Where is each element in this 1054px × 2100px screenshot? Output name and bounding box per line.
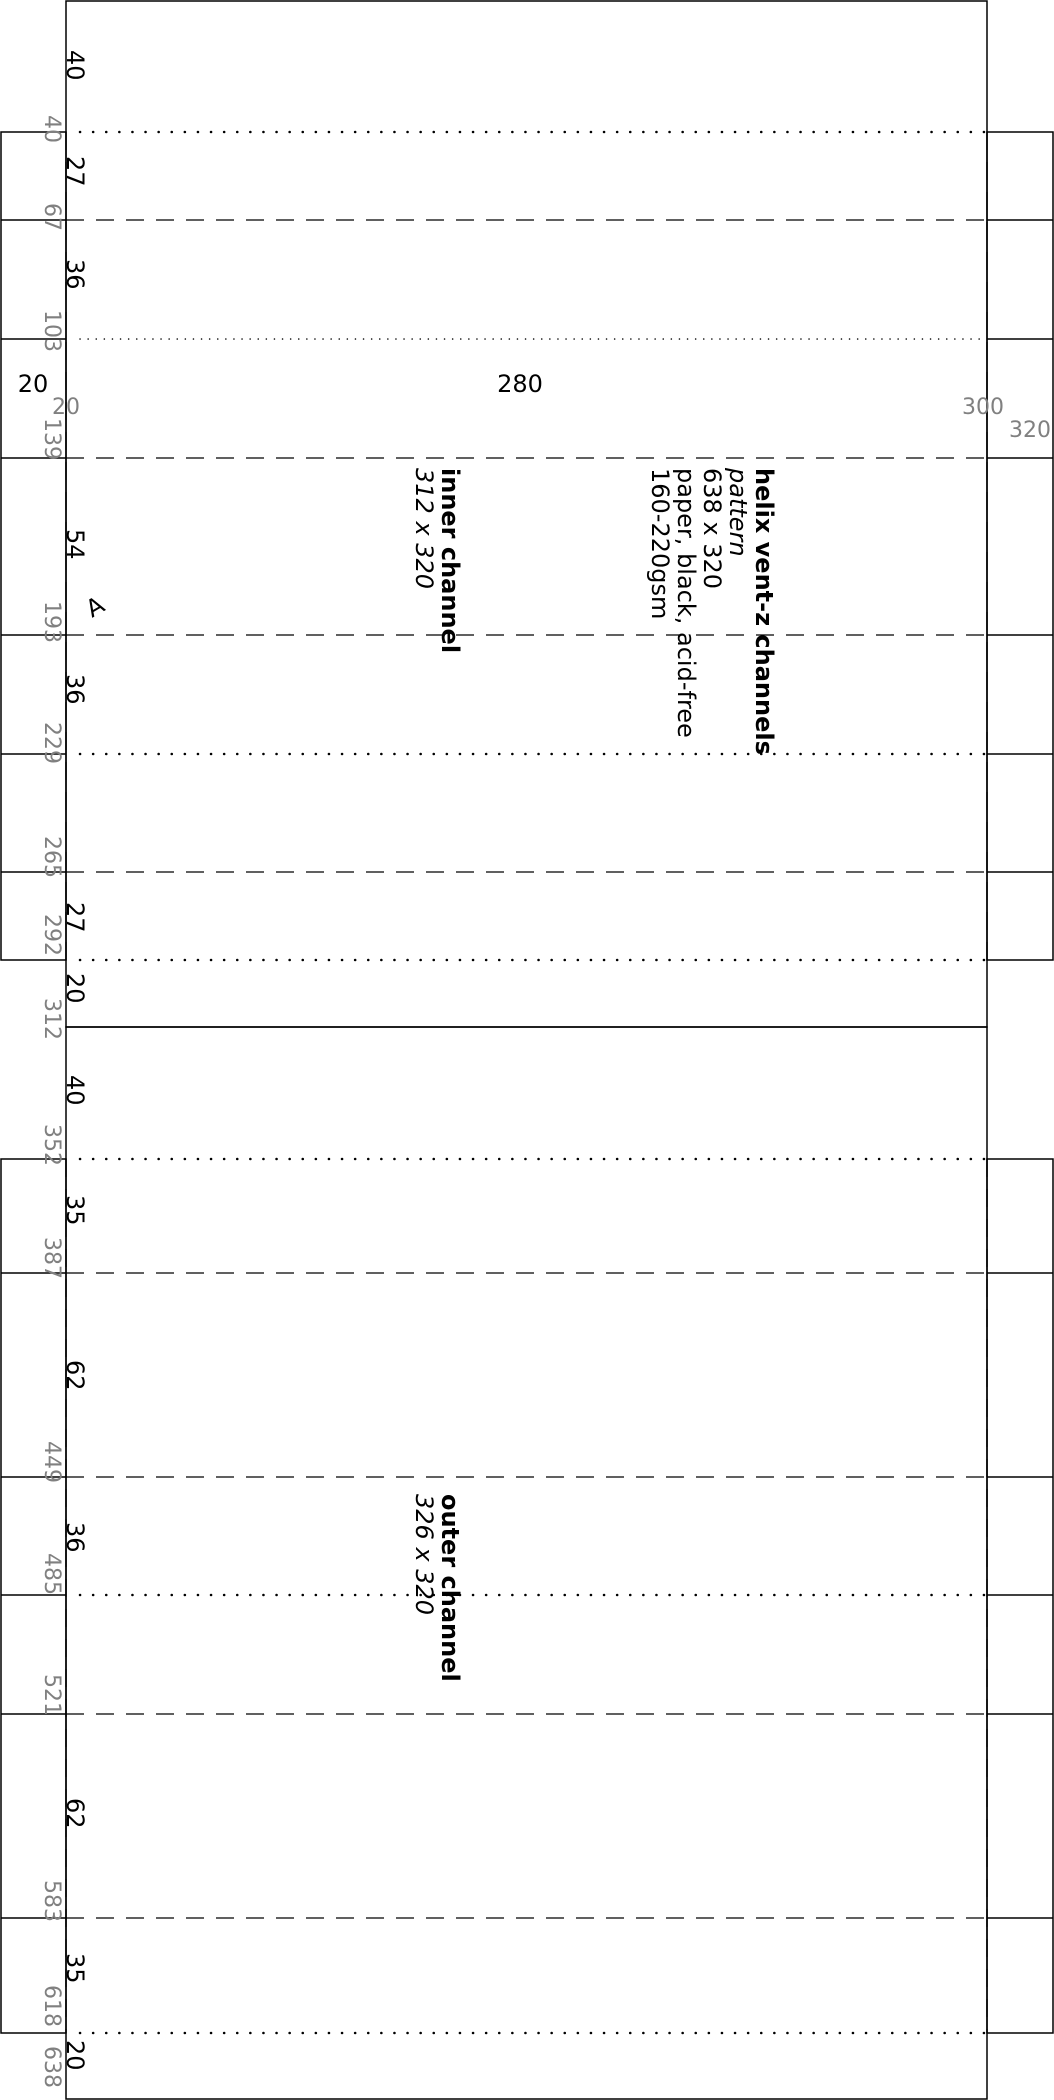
cumulative-tick: 193 <box>39 601 64 643</box>
segment-label: 36 <box>61 674 89 705</box>
cumulative-tick: 312 <box>39 998 64 1040</box>
title-subtitle: pattern <box>724 467 752 557</box>
outer-channel-name: outer channel <box>436 1494 464 1682</box>
cumulative-tick: 387 <box>39 1237 64 1279</box>
segment-label: 20 <box>61 973 89 1004</box>
tab-segment-cuts <box>1 219 1053 1919</box>
segment-label: 54 <box>61 529 89 560</box>
cumulative-tick: 583 <box>39 1880 64 1922</box>
inner-segment-labels: 40 27 36 54 36 27 20 <box>61 50 89 1004</box>
segment-label: 20 <box>61 2040 89 2071</box>
cumulative-tick: 638 <box>39 2046 64 2088</box>
inner-channel-name: inner channel <box>436 468 464 653</box>
segment-label: 36 <box>61 259 89 290</box>
outer-right-tab-outline <box>986 1158 1054 2034</box>
segment-label: 27 <box>61 156 89 187</box>
cumulative-tick: 67 <box>39 203 64 231</box>
outer-channel-size: 326 x 320 <box>410 1494 438 1615</box>
left-tab-width: 20 <box>18 370 49 398</box>
segment-label: 40 <box>61 1075 89 1106</box>
inner-channel-size: 312 x 320 <box>410 468 438 589</box>
width-tick-left: 20 <box>52 395 80 420</box>
outer-segment-labels: 40 35 62 36 62 35 20 <box>61 1075 89 2071</box>
cumulative-tick: 352 <box>39 1124 64 1166</box>
cumulative-tick: 449 <box>39 1441 64 1483</box>
segment-label: 40 <box>61 50 89 81</box>
outer-channel-panel-outline <box>65 1026 988 2100</box>
cumulative-tick: 229 <box>39 722 64 764</box>
valley-fold-lines <box>66 219 987 1919</box>
panel-width: 280 <box>497 370 543 398</box>
segment-label: 27 <box>61 902 89 933</box>
title-weight: 160-220gsm <box>646 468 674 619</box>
segment-label: 36 <box>61 1522 89 1553</box>
width-tick-total: 320 <box>1009 418 1051 443</box>
segment-label: 62 <box>61 1360 89 1391</box>
vertical-fold-lines <box>65 132 988 2033</box>
title-block: helix vent-z channels pattern 638 x 320 … <box>646 467 778 755</box>
inner-right-tab-outline <box>986 131 1054 961</box>
cumulative-tick: 485 <box>39 1553 64 1595</box>
cumulative-tick-labels: 40 67 103 139 193 229 265 292 312 352 38… <box>39 115 64 2088</box>
inner-channel-label: inner channel 312 x 320 <box>410 468 464 653</box>
inner-left-tab-outline <box>0 131 67 961</box>
title-size: 638 x 320 <box>698 468 726 589</box>
segment-label: 35 <box>61 1953 89 1984</box>
inner-channel-panel-outline <box>65 0 988 1028</box>
outer-channel-label: outer channel 326 x 320 <box>410 1494 464 1682</box>
mountain-fold-lines <box>78 130 989 2035</box>
segment-label: 62 <box>61 1798 89 1829</box>
cumulative-tick: 618 <box>39 1985 64 2027</box>
title-name: helix vent-z channels <box>750 468 778 755</box>
cumulative-tick: 139 <box>39 418 64 460</box>
cumulative-tick: 40 <box>39 115 64 143</box>
cumulative-tick: 521 <box>39 1674 64 1716</box>
segment-label: 35 <box>61 1195 89 1226</box>
width-tick-right: 300 <box>962 395 1004 420</box>
width-dimensions: 20 280 20 300 320 <box>18 370 1051 443</box>
cumulative-tick: 265 <box>39 836 64 878</box>
cumulative-tick: 292 <box>39 914 64 956</box>
join-marker-a: A <box>81 590 110 623</box>
cumulative-tick: 103 <box>39 310 64 352</box>
title-material: paper, black, acid-free <box>672 468 700 738</box>
